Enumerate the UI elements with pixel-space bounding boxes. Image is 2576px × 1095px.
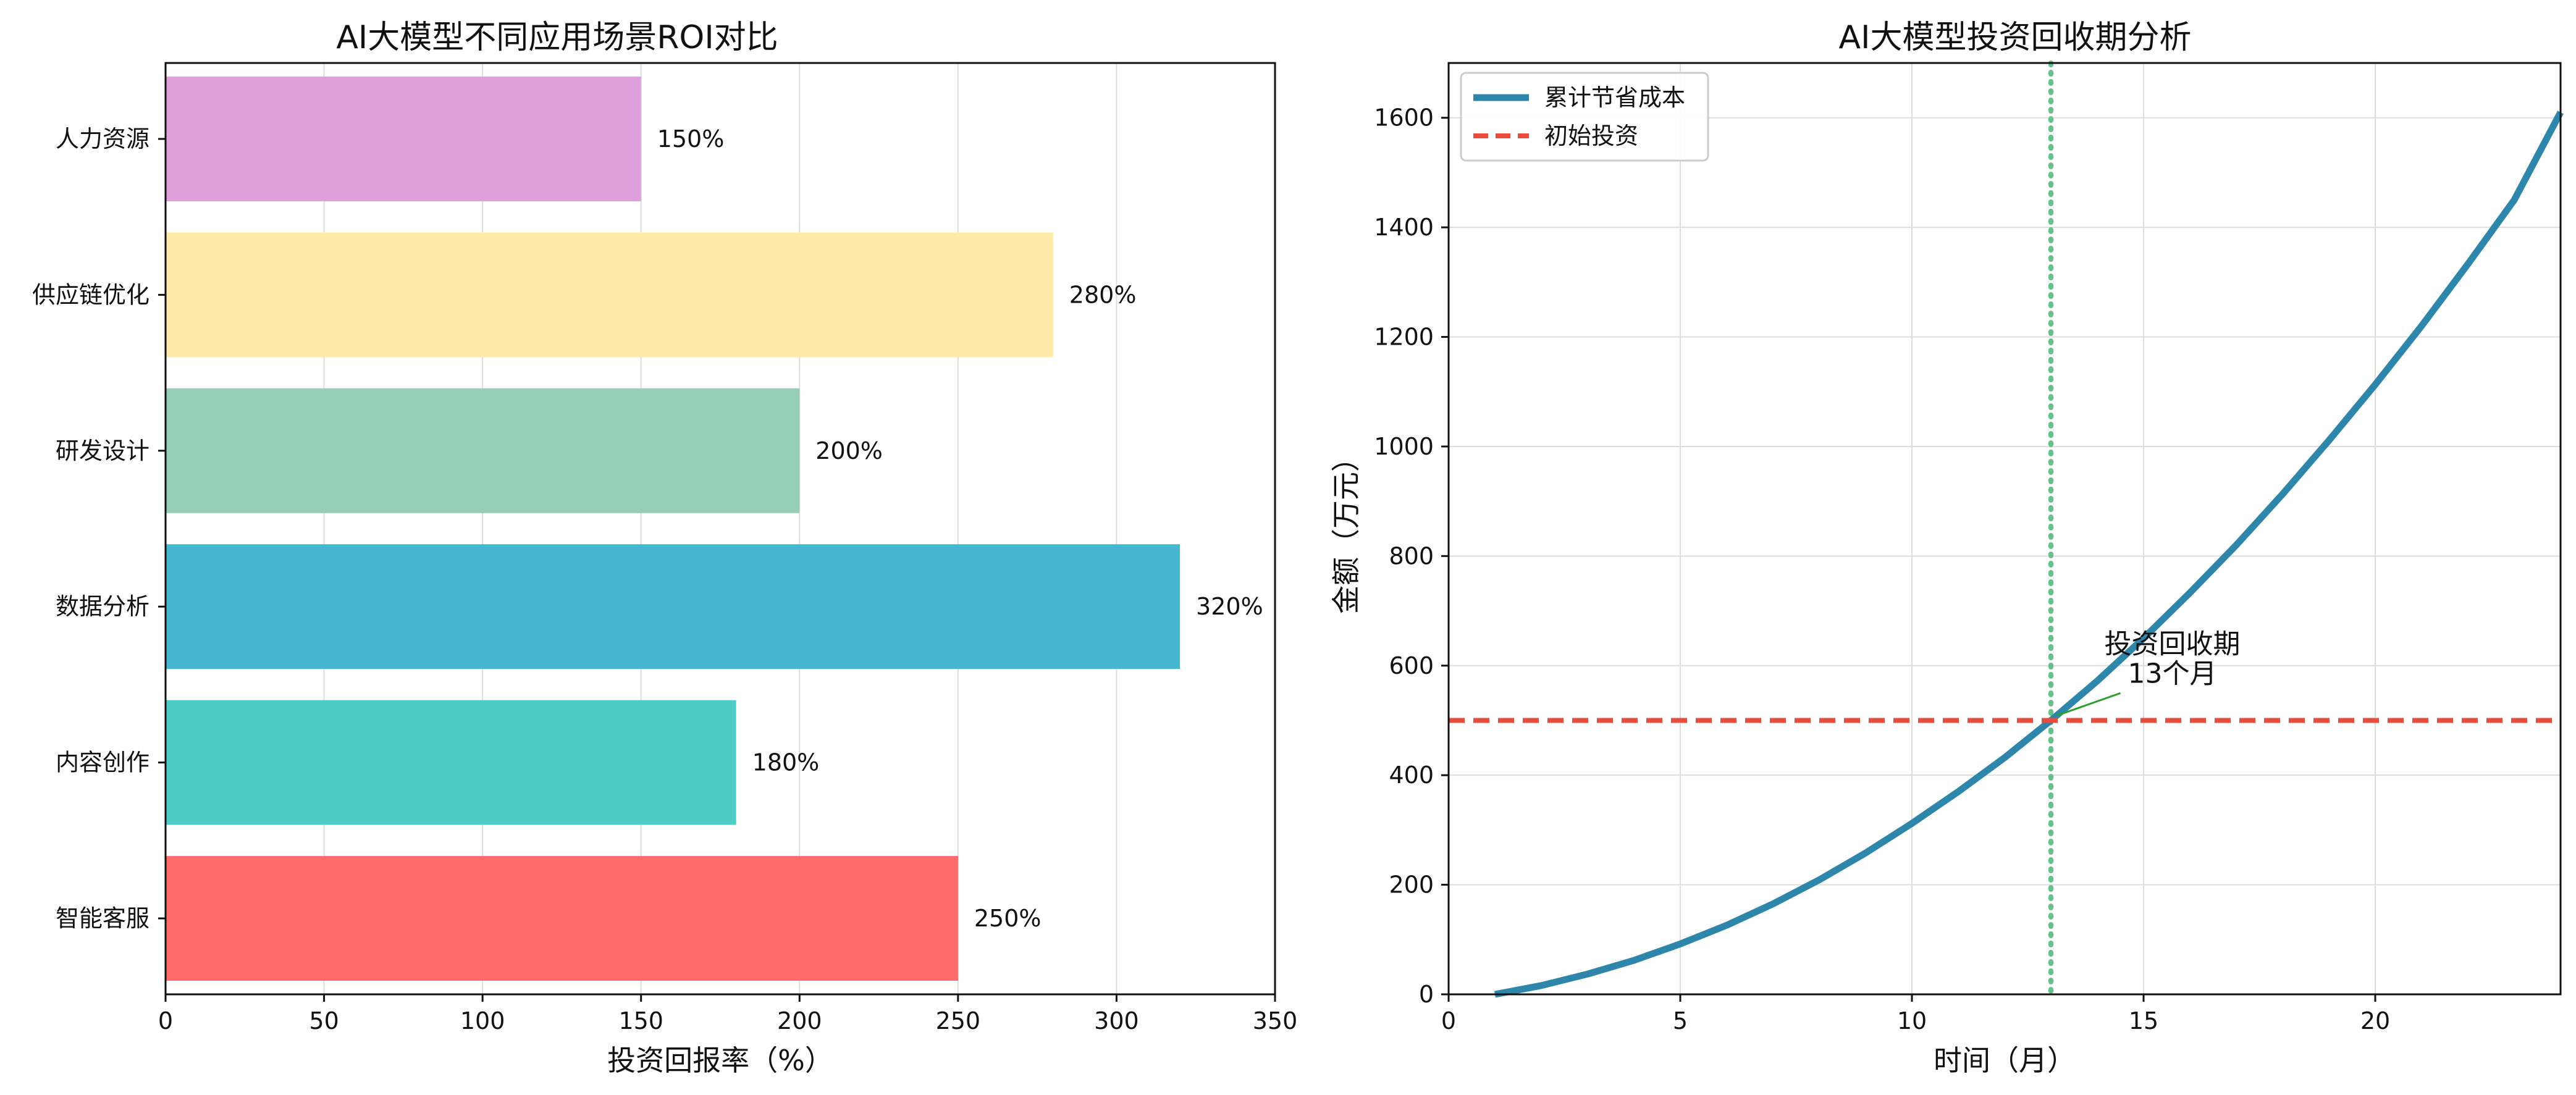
right-y-tick-label: 600: [1389, 652, 1434, 679]
right-y-tick-label: 1000: [1374, 433, 1434, 460]
right-y-axis-label: 金额（万元）: [1329, 443, 1363, 614]
bar: [166, 544, 1181, 669]
annotation-arrow: [2056, 692, 2121, 716]
left-data-labels: 250% 180% 320% 200% 280% 150%: [657, 125, 1263, 932]
category-label: 智能客服: [56, 905, 149, 932]
right-x-tick-label: 15: [2129, 1007, 2158, 1034]
roi-bar-chart: AI大模型不同应用场景ROI对比 250% 180% 320% 200% 280% 150…: [32, 19, 1297, 1077]
legend-label-cumulative: 累计节省成本: [1544, 84, 1685, 111]
right-y-ticks: 0 200 400 600 800 1000 1200 1400 1600: [1374, 104, 1449, 1008]
right-x-ticks: 0 5 10 15 20: [1441, 994, 2390, 1034]
bar: [166, 388, 800, 513]
bar-value-label: 320%: [1196, 593, 1263, 620]
bar: [166, 232, 1053, 358]
bar: [166, 700, 736, 825]
right-y-tick-label: 0: [1419, 981, 1434, 1008]
left-x-tick-label: 50: [309, 1007, 339, 1034]
payback-line-chart: AI大模型投资回收期分析 投资回收期 13个月 0 5 10 15 20 0 200 400…: [1329, 19, 2564, 1077]
category-label: 研发设计: [56, 437, 149, 464]
right-y-tick-label: 800: [1389, 542, 1434, 569]
right-plot-frame: [1447, 62, 2562, 996]
right-x-tick-label: 5: [1673, 1007, 1688, 1034]
bar: [166, 77, 641, 201]
bar-value-label: 200%: [815, 437, 883, 464]
legend-label-investment: 初始投资: [1544, 122, 1638, 149]
left-x-tick-label: 0: [158, 1007, 173, 1034]
bar-value-label: 250%: [974, 905, 1042, 932]
category-label: 供应链优化: [32, 281, 149, 308]
left-plot-frame: [164, 62, 1276, 996]
right-y-tick-label: 400: [1389, 761, 1434, 789]
right-y-tick-label: 1200: [1374, 324, 1434, 351]
legend: 累计节省成本 初始投资: [1460, 72, 1709, 162]
left-x-tick-label: 150: [618, 1007, 663, 1034]
left-chart-title: AI大模型不同应用场景ROI对比: [336, 19, 778, 56]
bar-value-label: 150%: [657, 125, 725, 153]
series-line-cumulative-savings: [1494, 111, 2564, 998]
right-chart-title: AI大模型投资回收期分析: [1839, 19, 2192, 56]
right-grid: [1448, 63, 2561, 995]
right-x-tick-label: 10: [1897, 1007, 1927, 1034]
left-grid: [165, 63, 1276, 994]
category-label: 内容创作: [56, 749, 149, 776]
bar-value-label: 180%: [752, 749, 820, 776]
right-x-tick-label: 20: [2360, 1007, 2390, 1034]
left-x-tick-label: 350: [1253, 1007, 1298, 1034]
left-x-tick-label: 100: [460, 1007, 505, 1034]
left-category-labels: 智能客服 内容创作 数据分析 研发设计 供应链优化 人力资源: [32, 125, 166, 932]
category-label: 数据分析: [56, 593, 149, 620]
bar: [166, 856, 958, 981]
right-x-axis-label: 时间（月）: [1934, 1044, 2076, 1077]
left-x-axis-label: 投资回报率（%）: [607, 1044, 833, 1077]
right-y-tick-label: 200: [1389, 871, 1434, 899]
left-x-tick-label: 200: [777, 1007, 822, 1034]
left-x-ticks: 0 50 100 150 200 250 300 350: [158, 994, 1297, 1034]
right-y-tick-label: 1600: [1374, 104, 1434, 132]
annotation-line-2: 13个月: [2128, 658, 2217, 689]
category-label: 人力资源: [56, 125, 149, 153]
right-x-tick-label: 0: [1441, 1007, 1456, 1034]
left-bars: [166, 77, 1181, 981]
left-x-tick-label: 300: [1094, 1007, 1139, 1034]
payback-annotation: 投资回收期 13个月: [2056, 628, 2241, 716]
right-series: [1449, 61, 2564, 998]
right-y-tick-label: 1400: [1374, 214, 1434, 241]
bar-value-label: 280%: [1069, 281, 1137, 308]
left-x-tick-label: 250: [936, 1007, 981, 1034]
annotation-line-1: 投资回收期: [2105, 628, 2241, 660]
